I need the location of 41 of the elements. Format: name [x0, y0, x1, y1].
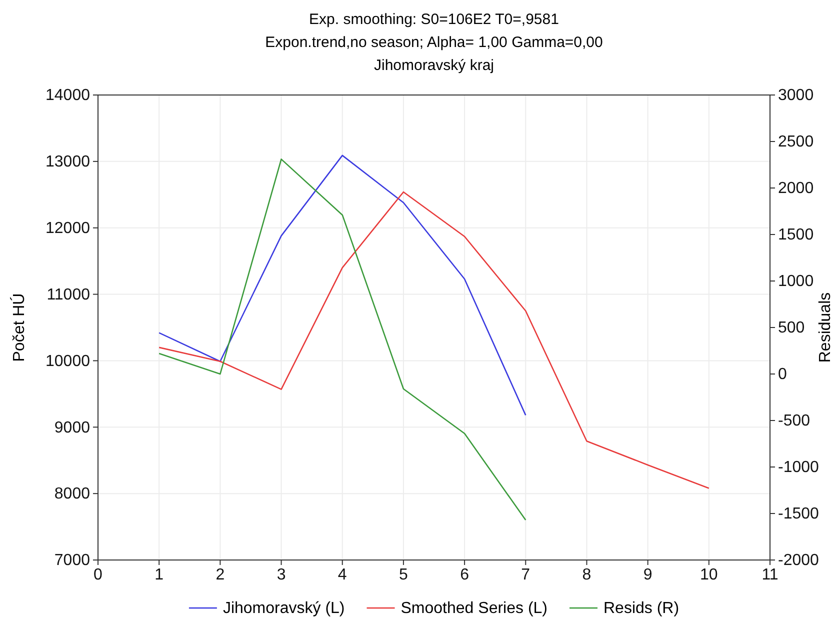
chart-subtitle: Expon.trend,no season; Alpha= 1,00 Gamma=0,00 Jihomoravský kraj [265, 34, 603, 74]
y2-tick-label: 0 [778, 366, 787, 384]
y-tick-label: 11000 [46, 286, 90, 304]
y-tick-label: 7000 [54, 552, 90, 570]
y2-tick-label: -1000 [778, 459, 820, 476]
x-tick-label: 0 [94, 566, 103, 584]
x-tick-label: 1 [154, 566, 164, 584]
y-tick-label: 10000 [46, 352, 90, 370]
y-tick-label: 8000 [54, 486, 90, 503]
y-tick-label: 12000 [46, 220, 90, 237]
x-tick-label: 6 [460, 566, 470, 584]
chart-title: Exp. smoothing: S0=106E2 T0=,9581 [309, 11, 559, 28]
y2-tick-label: 2500 [778, 134, 814, 151]
line-series [158, 154, 526, 416]
y2-tick-label: -500 [778, 412, 810, 430]
legend-label: Smoothed Series (L) [400, 600, 548, 617]
x-tick-label: 2 [216, 566, 225, 584]
y-tick-label: 14000 [46, 87, 90, 104]
y2-tick-label: 500 [778, 320, 805, 337]
y2-tick-label: -1500 [778, 506, 820, 523]
y2-tick-label: 3000 [778, 87, 814, 104]
legend-label: Jihomoravský (L) [222, 600, 345, 617]
x-tick-label: 10 [700, 566, 718, 584]
x-tick-label: 8 [582, 566, 592, 584]
line-series [158, 158, 526, 521]
y-tick-label: 9000 [54, 419, 90, 436]
x-tick-label: 11 [762, 566, 778, 584]
legend-label: Resids (R) [603, 600, 680, 617]
y-axis-title: Počet HÚ [10, 293, 28, 362]
x-tick-label: 5 [399, 566, 408, 584]
y2-tick-label: 2000 [778, 180, 814, 198]
x-tick-label: 9 [643, 566, 652, 584]
x-tick-label: 4 [338, 566, 347, 584]
x-tick-label: 7 [521, 566, 530, 584]
x-tick-label: 3 [276, 566, 286, 584]
y2-axis-title: Residuals [817, 292, 834, 363]
line-series [158, 191, 710, 489]
y2-tick-label: 1000 [778, 273, 814, 290]
y-tick-label: 13000 [46, 154, 90, 171]
y2-tick-label: -2000 [778, 552, 820, 570]
y2-tick-label: 1500 [778, 226, 814, 244]
